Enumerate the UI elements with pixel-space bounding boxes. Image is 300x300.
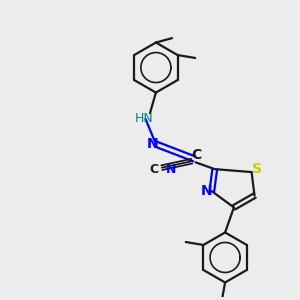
Text: C: C	[191, 148, 202, 162]
Text: S: S	[252, 161, 262, 176]
Text: N: N	[146, 136, 158, 151]
Text: HN: HN	[135, 112, 154, 125]
Text: C: C	[149, 163, 158, 176]
Text: N: N	[166, 163, 177, 176]
Text: N: N	[201, 184, 212, 198]
